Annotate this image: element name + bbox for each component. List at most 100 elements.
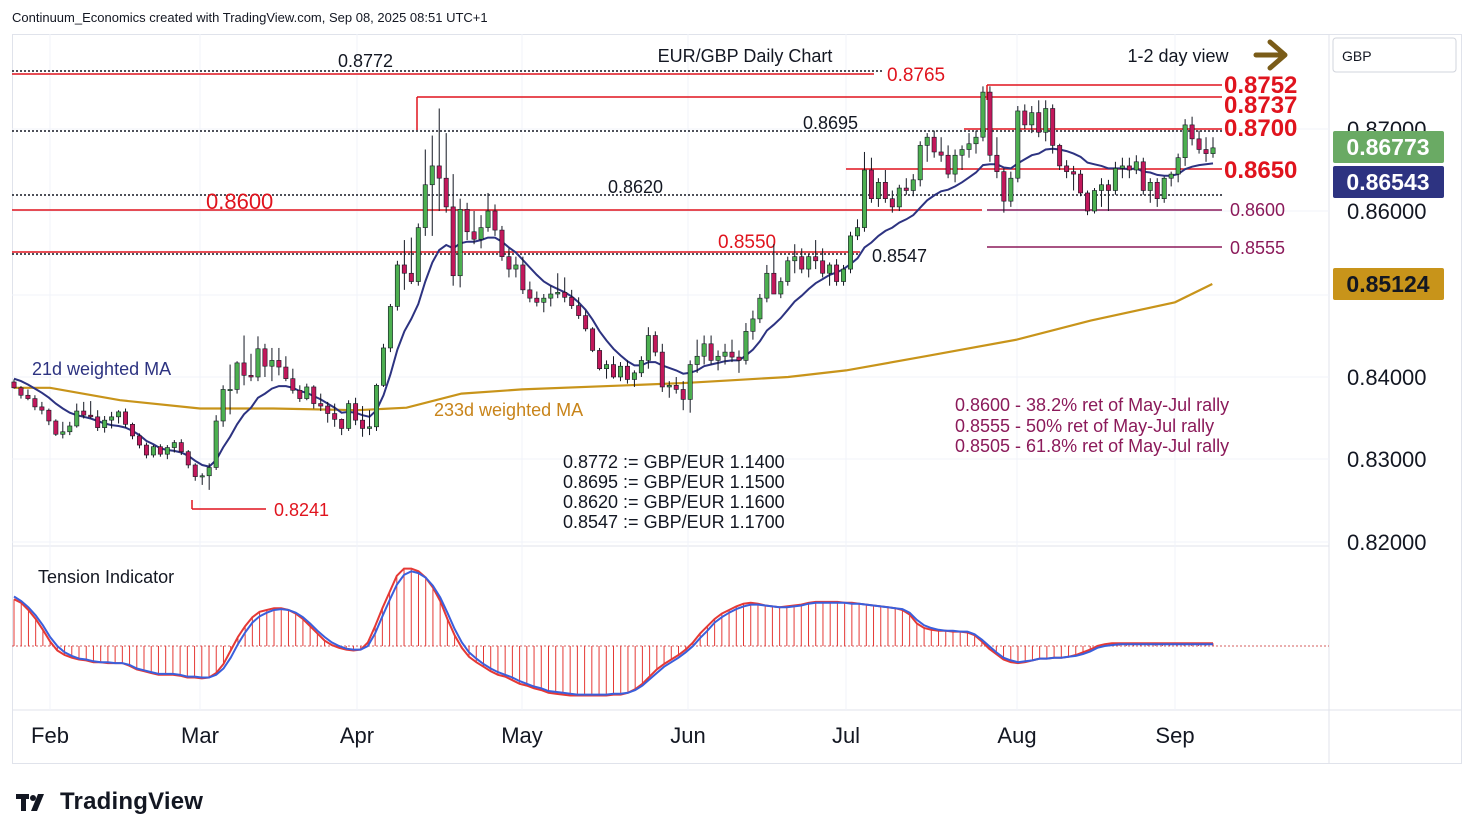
candle-body (611, 364, 616, 378)
price-badges: 0.86773 0.86543 0.85124 (1333, 131, 1444, 300)
candle-body (422, 184, 428, 228)
candle-body (1001, 171, 1007, 202)
candle-body (1112, 168, 1118, 191)
candle-body (25, 394, 31, 399)
level-label: 0.8752 (1224, 72, 1297, 99)
candle-body (346, 403, 352, 429)
level-label: 0.8600 (1230, 200, 1285, 220)
candle-body (722, 351, 728, 357)
candle-body (666, 384, 672, 388)
candle-body (325, 405, 331, 414)
candle-body (415, 227, 421, 282)
candle-body (806, 256, 812, 270)
candle-body (499, 229, 505, 257)
candle-body (1203, 149, 1209, 154)
y-tick-label: 0.82000 (1347, 530, 1427, 555)
candle-body (701, 343, 707, 357)
candle-body (213, 420, 219, 468)
candle-body (966, 143, 972, 150)
candle-body (1029, 112, 1035, 126)
candle-body (1196, 138, 1202, 150)
candle-body (569, 297, 575, 306)
x-tick-label: Aug (997, 723, 1036, 748)
candle-body (917, 145, 923, 181)
candle-body (109, 416, 115, 421)
y-tick-label: 0.84000 (1347, 365, 1427, 390)
candle-body (1182, 124, 1188, 159)
candle-body (60, 431, 66, 435)
chart-title: EUR/GBP Daily Chart (658, 46, 833, 66)
price-badge-label: 0.86773 (1346, 134, 1429, 160)
candle-body (394, 264, 400, 307)
candle-body (478, 227, 484, 240)
candle-body (171, 442, 177, 448)
candle-body (799, 256, 805, 270)
x-tick-label: May (501, 723, 543, 748)
candle-body (450, 206, 456, 277)
conversion-note-2: 0.8695 := GBP/EUR 1.1500 (563, 472, 785, 492)
candle-body (555, 292, 561, 295)
candle-body (855, 227, 860, 237)
candle-body (1064, 165, 1070, 172)
candle-body (973, 136, 979, 145)
candle-body (834, 264, 840, 282)
candle-body (1147, 182, 1153, 191)
candle-body (994, 154, 1000, 172)
level-label: 0.8600 (206, 189, 273, 214)
candle-body (269, 360, 275, 367)
currency-box[interactable] (1332, 37, 1457, 73)
candle-body (771, 272, 777, 295)
x-tick-label: Sep (1155, 723, 1194, 748)
chart-frame (12, 34, 1462, 764)
level-label: 0.8241 (274, 500, 329, 520)
candle-body (95, 416, 101, 428)
candle-body (283, 366, 289, 379)
candle-body (457, 209, 463, 277)
candle-body (778, 281, 784, 295)
candle-body (520, 264, 526, 291)
candle-body (1133, 161, 1139, 171)
level-label: 0.8695 (803, 113, 858, 133)
candle-body (889, 198, 895, 208)
x-tick-label: Apr (340, 723, 374, 748)
ma233-label: 233d weighted MA (434, 400, 583, 420)
candle-body (192, 464, 198, 477)
arrow-right-icon (1253, 39, 1288, 71)
candle-body (645, 335, 651, 361)
candle-body (185, 451, 191, 466)
candle-body (137, 435, 142, 446)
candle-body (618, 365, 623, 378)
tradingview-logo[interactable]: TradingView (16, 788, 203, 816)
candle-body (248, 375, 254, 378)
candle-body (896, 187, 902, 208)
candle-body (123, 411, 128, 425)
candle-body (548, 293, 554, 299)
candle-body (178, 442, 184, 453)
y-tick-label: 0.86000 (1347, 199, 1427, 224)
candle-body (882, 182, 888, 200)
ma233-line (14, 283, 1213, 412)
candle-body (1036, 112, 1042, 133)
level-label: 0.8620 (608, 177, 663, 197)
candle-body (959, 149, 965, 156)
candle-body (46, 409, 52, 422)
candle-body (638, 360, 644, 374)
candle-body (506, 256, 512, 270)
candle-body (374, 384, 379, 428)
candle-body (652, 335, 658, 353)
candle-body (938, 151, 944, 156)
candle-body (931, 136, 937, 153)
candle-body (590, 328, 596, 351)
candle-body (471, 231, 477, 240)
level-label: 0.8765 (887, 65, 945, 86)
candle-body (116, 411, 122, 418)
x-tick-label: Jul (832, 723, 860, 748)
candle-body (764, 272, 770, 299)
candle-body (1008, 177, 1014, 202)
candle-body (945, 154, 951, 175)
candle-body (401, 264, 407, 274)
candle-body (11, 381, 17, 389)
candle-body (1161, 177, 1167, 199)
